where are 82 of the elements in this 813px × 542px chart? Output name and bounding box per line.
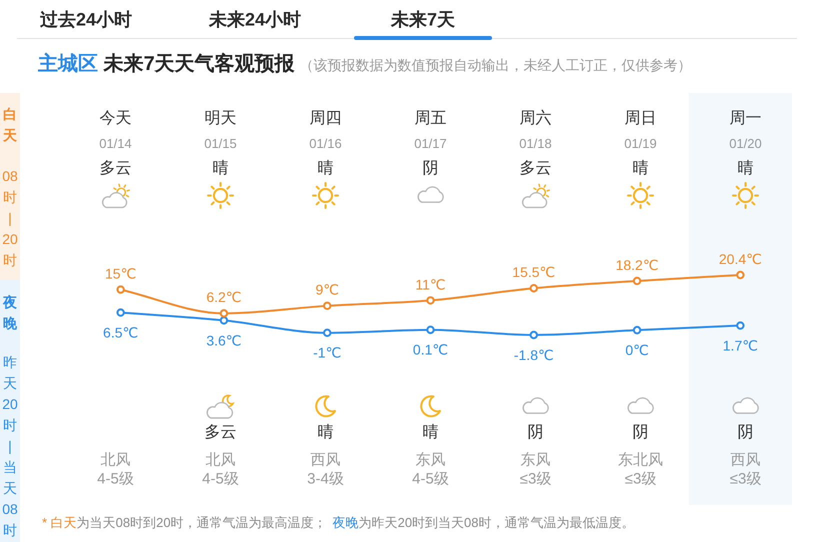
text: 4-5级 xyxy=(97,470,134,488)
text: 晴 xyxy=(318,423,334,443)
point xyxy=(736,270,745,280)
text: 阴 xyxy=(528,423,544,443)
point xyxy=(426,296,435,305)
text: 3-4级 xyxy=(307,470,344,488)
data-label: 15.5℃ xyxy=(512,264,556,280)
x-tick-label: 周六 xyxy=(520,109,552,129)
data-label: 9℃ xyxy=(315,282,339,298)
point xyxy=(426,326,435,334)
data-label: 6.5℃ xyxy=(103,324,138,340)
text: 01/14 xyxy=(99,136,132,152)
text: 01/18 xyxy=(519,136,552,152)
text: 多云 xyxy=(100,159,132,179)
data-label: -1℃ xyxy=(313,344,342,361)
point xyxy=(736,321,745,330)
text: 阴 xyxy=(632,423,648,443)
point xyxy=(530,330,538,340)
text: 北风 xyxy=(206,450,236,470)
text: 东风 xyxy=(416,450,446,470)
text: 未来24小时 xyxy=(208,8,302,32)
text: ≤3级 xyxy=(520,470,552,488)
text: ≤3级 xyxy=(624,470,656,488)
point xyxy=(220,316,228,325)
x-tick-label: 周一 xyxy=(730,109,762,129)
data-label: 0℃ xyxy=(625,342,649,358)
data-label: 3.6℃ xyxy=(206,332,242,348)
text: 阴 xyxy=(422,159,438,179)
x-tick-label: 周四 xyxy=(310,109,342,129)
text: 东风 xyxy=(520,450,550,470)
text: 多云 xyxy=(520,159,552,179)
text: 夜晚 xyxy=(332,515,359,530)
data-label: 11℃ xyxy=(415,276,446,292)
text: 阴 xyxy=(738,423,754,443)
text: 01/20 xyxy=(729,136,762,152)
text: 4-5级 xyxy=(202,470,239,488)
text: 晴 xyxy=(738,159,754,179)
text: 08时|20时 xyxy=(1,166,19,270)
point xyxy=(220,309,228,318)
text: 西风 xyxy=(730,450,760,470)
text: 01/15 xyxy=(204,136,237,152)
text: 为当天08时到20时，通常气温为最高温度； xyxy=(76,515,327,530)
data-label: 1.7℃ xyxy=(722,337,758,354)
text: 晴 xyxy=(632,159,648,179)
point xyxy=(323,302,332,310)
text: 西风 xyxy=(310,450,340,470)
text: 白天 xyxy=(2,104,18,144)
text: 晴 xyxy=(212,159,228,179)
chart-title: 主城区 未来7天天气客观预报 xyxy=(38,52,295,77)
text: 为昨天20时到当天08时，通常气温为最低温度。 xyxy=(358,515,635,530)
text: 北风 xyxy=(100,450,130,470)
text: 01/19 xyxy=(624,136,657,152)
text: 晴 xyxy=(318,159,334,179)
data-label: 6.2℃ xyxy=(206,289,242,306)
point xyxy=(323,328,332,338)
text: 4-5级 xyxy=(412,470,449,488)
data-label: 15℃ xyxy=(104,265,136,282)
text: 晴 xyxy=(422,423,438,443)
x-tick-label: 明天 xyxy=(204,109,236,129)
text: ≤3级 xyxy=(730,470,762,488)
text: 过去24小时 xyxy=(40,8,132,32)
point xyxy=(530,284,538,292)
data-label: 18.2℃ xyxy=(616,256,659,273)
text: 多云 xyxy=(204,423,236,443)
text: 夜晚 xyxy=(2,292,18,332)
chart-subtitle: （该预报数据为数值预报自动输出，未经人工订正，仅供参考） xyxy=(300,56,692,75)
text: 未来7天 xyxy=(390,8,456,32)
data-label: -1.8℃ xyxy=(514,346,554,363)
point xyxy=(632,326,642,334)
text: 东北风 xyxy=(618,450,663,470)
data-label: 0.1℃ xyxy=(412,342,448,358)
text: * 白天 xyxy=(42,515,77,530)
text: 01/16 xyxy=(309,136,342,152)
x-tick-label: 周日 xyxy=(624,109,656,129)
point xyxy=(116,308,125,317)
x-tick-label: 周五 xyxy=(414,109,446,129)
text: 01/17 xyxy=(414,136,447,152)
text: 昨天20时|当天08时 xyxy=(2,354,18,538)
point xyxy=(632,276,642,286)
point xyxy=(116,285,125,294)
x-tick-label: 今天 xyxy=(100,109,132,129)
data-label: 20.4℃ xyxy=(718,250,762,267)
